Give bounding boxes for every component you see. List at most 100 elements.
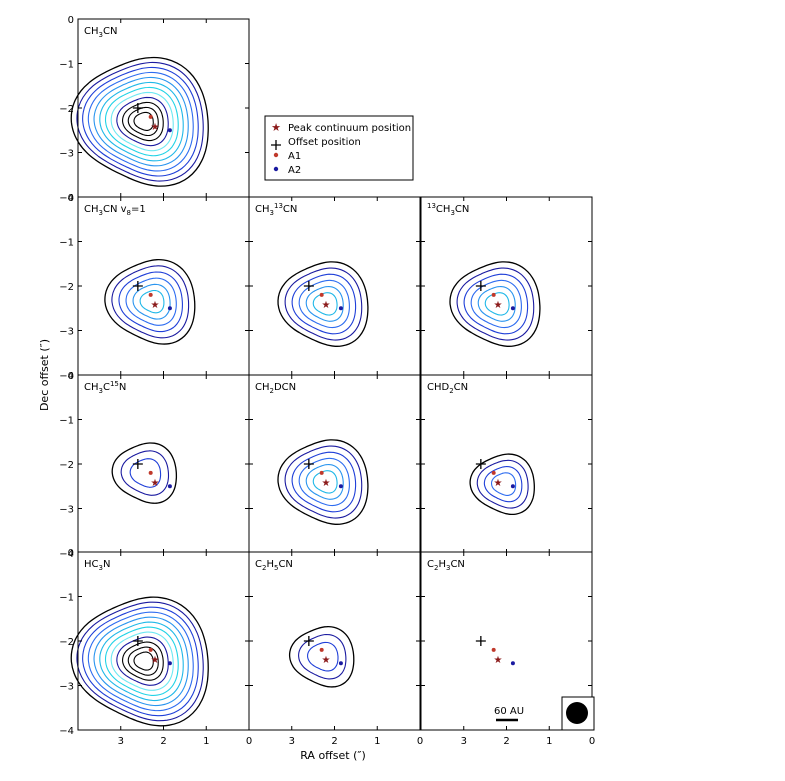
panel-bg [78, 197, 249, 375]
contour-level-1 [284, 445, 363, 519]
y-tick-label: −1 [59, 416, 74, 427]
offset-marker [475, 281, 486, 291]
contour-level-3 [125, 277, 177, 326]
legend-item-peak: ★ Peak continuum position [271, 121, 411, 134]
x-tick-label: 1 [546, 736, 552, 747]
panel-ch3cn-v8=1: ★ 0 −1 −2 −3 −4 CH3CN v8=1 [59, 193, 250, 382]
legend-label-a1: A1 [288, 151, 301, 162]
peak-marker: ★ [321, 300, 330, 311]
x-tick-label: 2 [331, 736, 337, 747]
contour-level-2 [118, 271, 183, 333]
contour-level-3 [87, 71, 194, 172]
panel-bg [249, 375, 420, 553]
a1-marker [148, 470, 153, 475]
y-tick-label: −4 [59, 549, 74, 560]
contour-level-2 [82, 66, 199, 177]
x-axis-label: RA offset (″) [300, 749, 366, 762]
contour-level-4 [93, 616, 189, 707]
contour-level-2 [291, 273, 357, 335]
a2-marker [338, 661, 343, 666]
legend-item-a1: A1 [273, 151, 301, 162]
y-tick-label: −4 [59, 193, 74, 204]
contour-level-4 [305, 285, 344, 322]
peak-marker: ★ [150, 122, 159, 133]
offset-marker [132, 636, 143, 646]
x-tick-label: 0 [417, 736, 423, 747]
y-axis-label: Dec offset (″) [38, 339, 51, 411]
star-icon: ★ [271, 121, 281, 134]
x-tick-label: 0 [246, 736, 252, 747]
panel-bg [78, 552, 249, 730]
a1-marker [319, 647, 324, 652]
contour-level-6 [104, 86, 179, 157]
offset-marker [132, 281, 143, 291]
legend-label-peak: Peak continuum position [288, 123, 411, 134]
legend-item-offset: Offset position [271, 137, 361, 150]
a1-dot-icon [273, 152, 279, 158]
y-tick-label: −1 [59, 60, 74, 71]
x-tick-label: 0 [589, 736, 595, 747]
panel-ch2dcn: ★ CH2DCN [248, 374, 421, 554]
y-tick-label: −1 [59, 593, 74, 604]
contour-level-5 [139, 289, 165, 314]
contour-level-4 [477, 285, 516, 322]
legend-label-offset: Offset position [288, 137, 361, 148]
contour-level-2 [483, 466, 523, 503]
contour-level-7 [110, 91, 174, 152]
a2-dot-icon [273, 166, 279, 172]
y-tick-label: 0 [68, 548, 74, 559]
x-tick-label: 1 [203, 736, 209, 747]
scale-bar: 60 AU [494, 706, 524, 722]
contour-level-1 [476, 459, 529, 509]
contour-level-4 [305, 463, 344, 500]
contour-level-1 [120, 450, 170, 496]
panel-title: CH3CN v8=1 [84, 204, 146, 217]
x-tick-label: 3 [289, 736, 295, 747]
contour-level-7 [110, 631, 174, 691]
y-tick-label: −4 [59, 371, 74, 382]
peak-marker: ★ [150, 478, 159, 489]
peak-marker: ★ [321, 655, 330, 666]
contour-level-9 [122, 101, 164, 142]
panel-title: HC3N [84, 559, 110, 572]
a1-marker [148, 292, 153, 297]
offset-marker [475, 636, 486, 646]
contour-level-2 [291, 451, 357, 513]
contour-level-11 [133, 651, 154, 671]
contour-level-1 [456, 267, 535, 341]
contour-level-5 [312, 292, 338, 316]
contour-level-9 [122, 641, 164, 681]
contour-level-2 [82, 606, 199, 717]
panel-ch3-13cn: ★ CH313CN [248, 196, 421, 376]
contour-level-0 [70, 56, 209, 187]
contour-level-0 [111, 442, 178, 504]
legend-item-a2: A2 [273, 165, 301, 176]
contour-level-2 [129, 458, 162, 488]
a1-marker [491, 647, 496, 652]
contour-level-0 [449, 261, 541, 347]
a2-marker [167, 128, 172, 133]
a2-marker [510, 661, 515, 666]
panel-title: CHD2CN [427, 382, 468, 395]
y-tick-label: −3 [59, 149, 74, 160]
contour-level-0 [277, 439, 369, 525]
peak-marker: ★ [493, 478, 502, 489]
x-tick-label: 2 [503, 736, 509, 747]
x-tick-label: 3 [461, 736, 467, 747]
panel-title: CH3CN [84, 26, 117, 39]
contour-level-3 [87, 611, 194, 712]
contour-level-3 [490, 472, 517, 496]
y-tick-label: −2 [59, 104, 74, 115]
y-tick-label: 0 [68, 15, 74, 26]
y-tick-label: 0 [68, 193, 74, 204]
contour-level-10 [127, 646, 159, 676]
panel-title: 13CH3CN [427, 202, 469, 217]
legend-box [264, 115, 414, 181]
a1-marker [319, 470, 324, 475]
panel-bg [78, 375, 249, 553]
contour-level-5 [99, 81, 184, 162]
panel-13ch3cn: ★ 13CH3CN [420, 196, 593, 376]
panel-ch3cn: ★ 0 −1 −2 −3 −4 CH3CN [59, 15, 250, 204]
offset-marker [303, 459, 314, 469]
